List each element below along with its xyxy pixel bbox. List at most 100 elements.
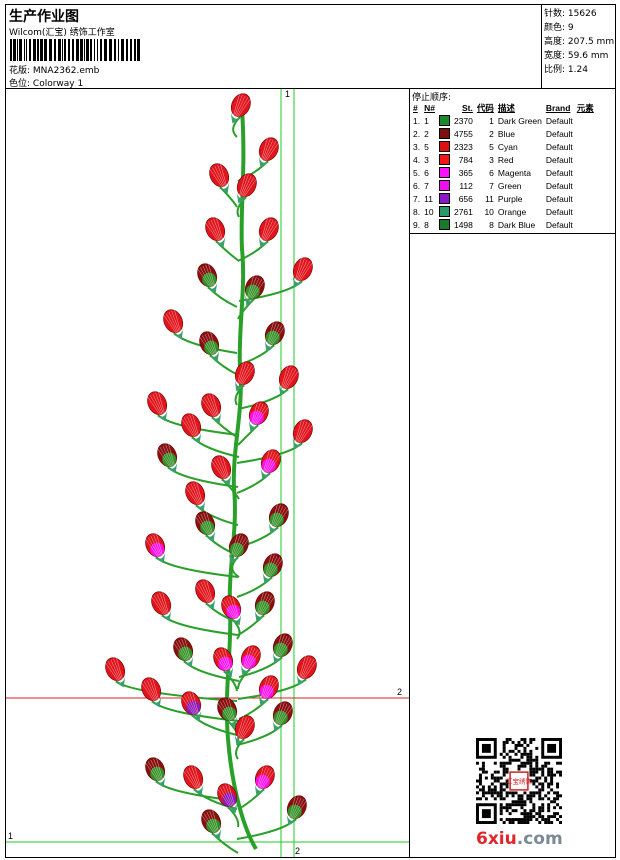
stat-stitches: 针数: 15626 — [544, 9, 597, 19]
col-n: N# — [424, 102, 435, 113]
row-desc: Green — [497, 180, 522, 191]
row-code: 3 — [489, 154, 494, 165]
stats-panel: 针数: 15626 颜色: 9 高度: 207.5 mm 宽度: 59.6 mm… — [542, 5, 615, 89]
table-row: 8. 10 2761 10 Orange Default — [411, 205, 596, 218]
row-element — [575, 192, 596, 205]
row-st: 2761 — [453, 206, 473, 217]
row-seq: 2. — [413, 128, 421, 139]
col-brand: Brand — [545, 102, 571, 113]
row-code: 2 — [489, 128, 494, 139]
row-n: 11 — [424, 193, 433, 204]
production-sheet: 生产作业图 Wilcom(汇宝) 绣饰工作室 花版: MNA2362.emb 色… — [5, 4, 616, 858]
guide-label-h2: 2 — [397, 687, 403, 697]
design-filename: MNA2362.emb — [32, 66, 100, 76]
flower-bud — [272, 633, 293, 664]
flower-bud — [209, 163, 230, 194]
row-st: 4755 — [453, 128, 473, 139]
guide-label-v2: 2 — [295, 846, 301, 856]
color-swatch — [438, 141, 450, 153]
design-label: 花版: — [9, 66, 31, 76]
row-element — [575, 127, 596, 140]
design-preview: 1 2 1 2 — [6, 89, 410, 857]
row-brand: Default — [545, 154, 573, 165]
stop-sequence-panel: 停止顺序: # N# St. 代码 描述 Brand 元素 1. 1 2370 1 Da… — [410, 89, 615, 234]
row-n: 6 — [424, 167, 429, 178]
colorway-label: 色位: — [9, 79, 31, 89]
flower-bud — [181, 413, 202, 444]
row-seq: 4. — [413, 154, 421, 165]
flower-bud — [213, 647, 234, 678]
flower-bud — [157, 443, 178, 474]
row-st: 656 — [458, 193, 473, 204]
row-desc: Purple — [497, 193, 523, 204]
flower-bud — [183, 765, 204, 796]
flower-bud — [234, 361, 255, 392]
row-swatch — [437, 140, 452, 153]
row-code: 11 — [485, 193, 494, 204]
color-swatch — [438, 154, 450, 166]
design-file-line: 花版: MNA2362.emb — [9, 63, 99, 76]
row-brand: Default — [545, 206, 573, 217]
row-swatch — [437, 166, 452, 179]
color-swatch — [438, 219, 450, 231]
stat-scale: 比例: 1.24 — [544, 65, 588, 75]
row-seq: 5. — [413, 167, 421, 178]
flower-bud — [254, 591, 275, 622]
row-seq: 3. — [413, 141, 421, 152]
row-element — [575, 140, 596, 153]
flower-bud — [221, 595, 242, 626]
watermark-site: 6xiu.com — [476, 829, 563, 849]
row-st: 112 — [459, 180, 473, 191]
flower-bud — [145, 533, 166, 564]
row-st: 784 — [458, 154, 473, 165]
row-code: 1 — [489, 115, 494, 126]
row-st: 2323 — [453, 141, 473, 152]
sheet-title: 生产作业图 — [9, 9, 79, 25]
barcode — [10, 39, 140, 61]
color-swatch — [438, 193, 450, 205]
stat-colors: 颜色: 9 — [544, 23, 574, 33]
flower-bud — [141, 677, 162, 708]
row-n: 3 — [424, 154, 429, 165]
row-n: 1 — [424, 115, 429, 126]
table-row: 4. 3 784 3 Red Default — [411, 153, 596, 166]
row-brand: Default — [545, 141, 573, 152]
col-st: St. — [462, 102, 473, 113]
flower-bud — [228, 533, 249, 564]
color-swatch — [438, 115, 450, 127]
row-brand: Default — [545, 128, 573, 139]
flower-bud — [258, 217, 279, 248]
sheet-subtitle: Wilcom(汇宝) 绣饰工作室 — [9, 28, 115, 38]
color-swatch — [438, 167, 450, 179]
qr-code: 汇宝绣饰 — [476, 738, 562, 824]
col-element: 元素 — [576, 102, 594, 113]
row-swatch — [437, 192, 452, 205]
flower-bud — [230, 93, 251, 124]
colorway-line: 色位: Colorway 1 — [9, 76, 83, 89]
row-swatch — [437, 127, 452, 140]
row-desc: Red — [497, 154, 514, 165]
row-swatch — [437, 153, 452, 166]
col-code: 代码 — [476, 102, 494, 113]
flower-bud — [244, 275, 265, 306]
stop-sequence-table: # N# St. 代码 描述 Brand 元素 1. 1 2370 1 Dark Gre… — [411, 101, 596, 231]
stat-height: 高度: 207.5 mm — [544, 37, 615, 47]
flower-bud — [205, 217, 226, 248]
flower-bud — [199, 331, 220, 362]
row-seq: 1. — [413, 115, 421, 126]
row-n: 8 — [424, 219, 429, 230]
flower-bud — [105, 657, 126, 688]
flower-bud — [163, 309, 184, 340]
row-brand: Default — [545, 167, 573, 178]
flower-bud — [240, 645, 261, 676]
row-st: 1498 — [453, 219, 473, 230]
flower-bud — [217, 697, 238, 728]
row-swatch — [437, 218, 452, 231]
row-n: 7 — [424, 180, 429, 191]
row-brand: Default — [545, 180, 573, 191]
row-swatch — [437, 179, 452, 192]
row-n: 5 — [424, 141, 429, 152]
table-row: 7. 11 656 11 Purple Default — [411, 192, 596, 205]
row-st: 365 — [458, 167, 473, 178]
col-color — [437, 101, 452, 114]
